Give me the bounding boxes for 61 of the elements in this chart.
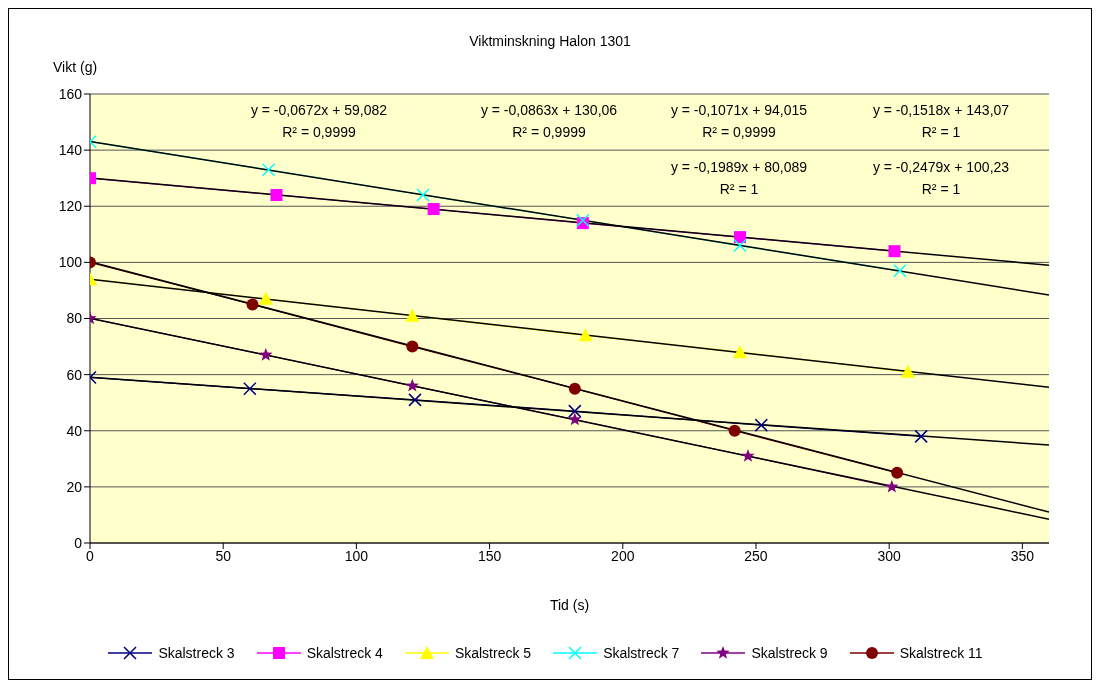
equation-label: y = -0,1518x + 143,07 R² = 1 <box>871 101 1011 142</box>
chart-title: Viktminskning Halon 1301 <box>468 33 632 49</box>
y-tick-label: 160 <box>58 85 83 102</box>
y-tick-label: 0 <box>74 534 83 551</box>
point <box>568 412 582 426</box>
x-tick-label: 200 <box>611 547 635 564</box>
point <box>733 231 746 244</box>
y-tick-label: 120 <box>58 198 83 215</box>
point <box>259 347 273 361</box>
y-tick-label: 60 <box>66 366 83 383</box>
x-tick-label: 100 <box>344 547 369 564</box>
y-tick-label: 20 <box>66 478 83 495</box>
x-tick-label: 0 <box>86 547 95 564</box>
legend-label: Skalstreck 5 <box>454 645 532 661</box>
x-axis-title: Tid (s) <box>548 597 591 613</box>
legend-label: Skalstreck 11 <box>899 645 983 661</box>
x-tick-label: 350 <box>1010 547 1035 564</box>
point <box>406 340 419 353</box>
point <box>578 328 593 342</box>
point <box>243 381 257 396</box>
point <box>427 203 440 216</box>
point <box>728 424 741 437</box>
point <box>741 449 755 462</box>
equation-label: y = -0,0863x + 130,06 R² = 0,9999 <box>479 101 619 142</box>
legend-label: Skalstreck 4 <box>306 645 383 661</box>
y-axis-title: Vikt (g) <box>53 59 98 75</box>
point <box>754 418 769 432</box>
legend-label: Skalstreck 7 <box>603 645 680 661</box>
point <box>893 264 907 278</box>
x-tick-label: 250 <box>744 547 768 564</box>
point <box>900 364 915 378</box>
point <box>270 189 283 202</box>
point <box>261 163 276 177</box>
equation-label: y = -0,0672x + 59,082 R² = 0,9999 <box>249 101 389 142</box>
y-tick-label: 40 <box>66 422 83 439</box>
point <box>568 382 581 395</box>
equation-label: y = -0,2479x + 100,23 R² = 1 <box>871 158 1011 199</box>
point <box>891 466 904 479</box>
equation-label: y = -0,1989x + 80,089 R² = 1 <box>669 158 809 199</box>
y-tick-label: 100 <box>58 254 83 271</box>
legend-label: Skalstreck 9 <box>751 645 828 661</box>
point <box>258 291 273 305</box>
point <box>732 345 747 359</box>
point <box>416 188 430 202</box>
point <box>914 429 928 444</box>
point <box>888 245 901 258</box>
equation-label: y = -0,1071x + 94,015 R² = 0,9999 <box>669 101 809 142</box>
x-tick-label: 50 <box>215 547 232 564</box>
point <box>568 404 582 418</box>
point <box>408 393 422 407</box>
x-tick-label: 150 <box>477 547 502 564</box>
point <box>576 213 590 228</box>
point <box>733 238 747 253</box>
point <box>405 378 419 392</box>
legend-label: Skalstreck 3 <box>158 645 235 661</box>
point <box>405 308 420 322</box>
x-tick-label: 300 <box>877 547 902 564</box>
y-tick-label: 140 <box>58 142 83 159</box>
y-tick-label: 80 <box>66 310 83 327</box>
point <box>246 298 259 311</box>
point <box>885 479 899 493</box>
